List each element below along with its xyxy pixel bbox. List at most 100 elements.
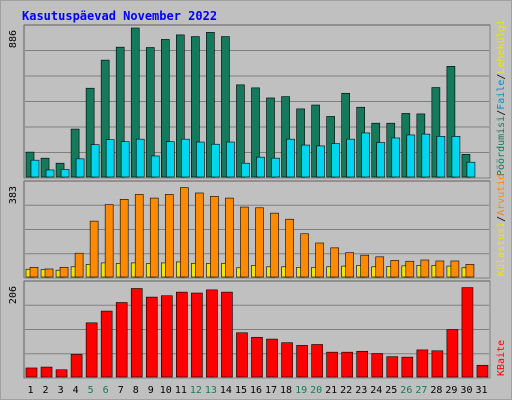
kbytes-bar [416, 349, 429, 378]
x-tick-label: 23 [355, 385, 367, 396]
kbytes-bar [236, 332, 248, 378]
visits-bar [149, 197, 159, 278]
files-bar [361, 132, 371, 178]
panel-top-ymax-label: 886 [8, 30, 19, 48]
kbytes-bar [40, 366, 53, 378]
visits-bar [360, 254, 370, 278]
hits-bar [221, 36, 230, 178]
hits-bar [446, 66, 456, 178]
files-bar [75, 158, 85, 178]
legend-middle: Külastusi/Arvutid [496, 174, 507, 276]
kbytes-bar [160, 295, 173, 378]
kbytes-bar [431, 350, 444, 378]
legend-middle-part: / [496, 216, 507, 222]
files-bar [331, 143, 340, 178]
visits-bar [119, 198, 129, 278]
files-bar [406, 134, 416, 178]
kbytes-bar [191, 292, 203, 378]
files-bar [211, 143, 220, 178]
hits-bar [431, 87, 441, 178]
kbytes-bar [145, 296, 158, 378]
visits-bar [345, 252, 354, 278]
x-tick-label: 10 [160, 385, 172, 396]
x-tick-label: 5 [88, 385, 94, 396]
legend-bottom: KBaite [496, 340, 507, 376]
x-tick-label: 11 [175, 385, 187, 396]
legend-top-part: Lehekülgi [496, 19, 507, 73]
legend-top-part: / [496, 110, 507, 116]
kbytes-bar [55, 369, 68, 378]
hits-bar [85, 87, 95, 178]
panel-bottom-ymax-label: 206 [8, 286, 19, 304]
x-tick-label: 6 [103, 385, 109, 396]
visits-bar [74, 252, 84, 278]
x-tick-label: 13 [205, 385, 217, 396]
visits-bar [195, 192, 204, 278]
hits-bar [115, 46, 125, 178]
x-tick-label: 17 [265, 385, 277, 396]
legend-middle-part: Arvutid [496, 174, 507, 216]
x-tick-label: 31 [475, 385, 487, 396]
kbytes-bar [25, 367, 38, 378]
visits-bar [435, 260, 445, 278]
files-bar [196, 141, 205, 178]
x-tick-label: 15 [235, 385, 247, 396]
kbytes-bar [85, 322, 98, 378]
kbytes-bar [100, 310, 113, 378]
files-bar [301, 144, 310, 178]
visits-bar [420, 259, 430, 278]
hits-bar [266, 97, 275, 178]
x-tick-label: 12 [190, 385, 202, 396]
files-bar [286, 138, 295, 178]
chart-title: Kasutuspäevad November 2022 [22, 9, 217, 23]
visits-bar [164, 194, 174, 278]
files-bar [45, 169, 55, 178]
kbytes-bar [446, 329, 459, 378]
files-bar [241, 162, 250, 178]
hits-bar [251, 87, 260, 178]
x-tick-label: 29 [445, 385, 457, 396]
visits-bar [390, 260, 400, 278]
visits-bar [465, 264, 475, 278]
kbytes-bar [115, 302, 128, 378]
files-bar [256, 156, 265, 178]
files-bar [105, 139, 115, 178]
hits-bar [206, 32, 215, 178]
files-bar [30, 159, 40, 178]
visits-bar [285, 218, 294, 278]
x-tick-label: 9 [148, 385, 154, 396]
files-bar [451, 136, 461, 178]
files-bar [90, 144, 100, 178]
x-tick-label: 25 [385, 385, 397, 396]
visits-bar [300, 233, 309, 278]
kbytes-bar [176, 291, 188, 378]
x-tick-label: 1 [28, 385, 34, 396]
x-tick-label: 19 [295, 385, 307, 396]
hits-bar [191, 36, 200, 178]
visits-bar [44, 268, 54, 278]
files-bar [376, 142, 386, 178]
kbytes-bar [206, 289, 218, 378]
x-tick-label: 7 [118, 385, 124, 396]
legend-middle-part: Külastusi [496, 222, 507, 276]
x-tick-label: 30 [460, 385, 472, 396]
kbytes-bar [296, 345, 308, 378]
kbytes-bar [461, 287, 474, 378]
kbytes-bar [476, 364, 489, 378]
kbytes-bar [341, 351, 353, 378]
kbytes-bar [221, 291, 233, 378]
hits-bar [236, 84, 245, 178]
visits-bar [375, 256, 385, 278]
x-tick-label: 2 [43, 385, 49, 396]
x-tick-label: 14 [220, 385, 232, 396]
legend-bottom-part: KBaite [496, 340, 507, 376]
files-bar [316, 145, 325, 178]
visits-bar [180, 187, 189, 278]
files-bar [226, 141, 235, 178]
hits-bar [296, 108, 305, 178]
hits-bar [311, 104, 320, 178]
visits-bar [240, 206, 249, 278]
kbytes-bar [326, 351, 338, 378]
files-bar [135, 138, 145, 178]
